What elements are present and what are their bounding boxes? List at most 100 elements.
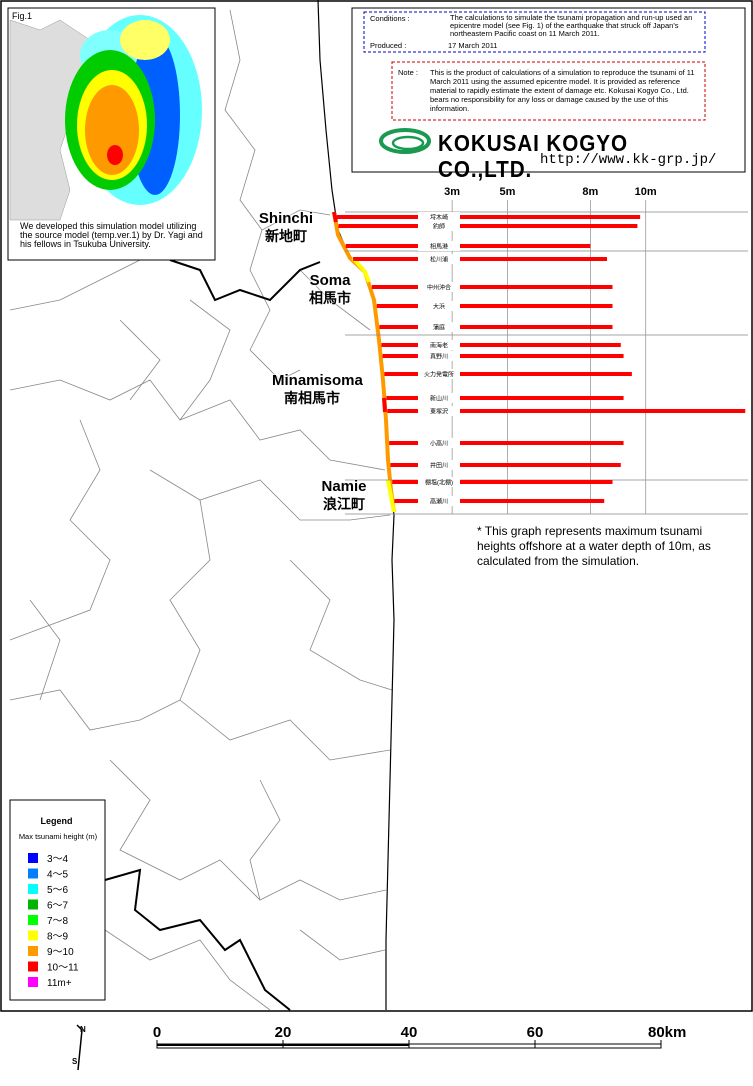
- label-bg: [418, 301, 460, 311]
- scale-label: 40: [401, 1024, 418, 1041]
- legend-swatch: [28, 899, 38, 910]
- legend-swatch: [28, 884, 38, 894]
- bar: [387, 409, 746, 413]
- category-label: 火力発電所: [424, 371, 454, 379]
- produced-date: 17 March 2011: [448, 41, 498, 50]
- category-label: 新山川: [430, 395, 448, 403]
- legend-swatch: [28, 930, 38, 941]
- bar: [389, 441, 624, 445]
- map-frame: [0, 0, 753, 1012]
- place-name: Shinchi: [258, 210, 314, 227]
- legend-label: 5～6: [47, 885, 69, 896]
- x-tick-label: 3m: [444, 186, 460, 198]
- category-label: 松川浦: [430, 256, 448, 264]
- category-label: 真野川: [430, 353, 448, 361]
- bar: [382, 354, 624, 358]
- coast-height: [351, 256, 396, 513]
- legend-label: 8～9: [47, 932, 69, 943]
- category-label: 東塚沢: [430, 408, 448, 416]
- legend-label: 7～8: [47, 916, 69, 927]
- logo: [379, 128, 431, 154]
- inset-caption: We developed this simulation model utili…: [20, 221, 203, 249]
- label-bg: [418, 322, 460, 332]
- label-bg: [418, 460, 460, 470]
- bar: [376, 304, 613, 308]
- legend-label: 9～10: [47, 947, 74, 958]
- conditions-text: The calculations to simulate the tsunami…: [450, 13, 693, 38]
- legend-swatch: [28, 868, 38, 879]
- company-name: KOKUSAI KOGYO CO.,LTD.: [438, 130, 628, 182]
- category-label: 埒木崎: [430, 214, 448, 222]
- bar: [381, 343, 621, 347]
- north-arrow: [76, 1024, 83, 1071]
- note-box: [391, 61, 706, 121]
- place-name: Namie: [321, 478, 367, 495]
- prefecture-border: [169, 259, 321, 302]
- bar: [392, 480, 613, 484]
- x-tick-label: 5m: [499, 186, 515, 198]
- legend-swatch: [28, 946, 38, 956]
- legend-subtitle: Max tsunami height (m): [18, 832, 98, 841]
- legend-swatch: [28, 961, 38, 972]
- logo: [391, 135, 425, 151]
- bar: [353, 257, 607, 261]
- inset-map: [9, 15, 202, 221]
- conditions-box: [363, 11, 706, 53]
- legend-label: 6～7: [47, 901, 69, 912]
- place-name-ja: 新地町: [265, 228, 307, 244]
- scale-label: 0: [153, 1024, 161, 1041]
- coast-height: [332, 211, 387, 413]
- label-bg: [418, 496, 460, 506]
- legend-swatch: [28, 977, 38, 987]
- label-bg: [418, 393, 460, 403]
- legend-swatch: [28, 853, 38, 863]
- bar: [338, 224, 638, 228]
- place-name-ja: 南相馬市: [284, 390, 340, 406]
- legend-frame: [9, 799, 106, 1001]
- bar: [371, 285, 613, 289]
- place-name: Soma: [309, 272, 351, 289]
- bar: [384, 372, 632, 376]
- label-bg: [418, 212, 460, 222]
- label-bg: [418, 254, 460, 264]
- info-frame: [351, 7, 746, 173]
- coast-height: [332, 211, 396, 513]
- north-label: N: [80, 1025, 86, 1034]
- label-bg: [418, 369, 460, 379]
- legend-label: 4～5: [47, 870, 69, 881]
- label-bg: [418, 406, 460, 416]
- company-url: http://www.kk-grp.jp/: [540, 152, 717, 168]
- note-text: This is the product of calculations of a…: [430, 68, 695, 113]
- label-bg: [418, 351, 460, 361]
- place-name-ja: 浪江町: [323, 496, 365, 512]
- legend-swatch: [28, 915, 38, 925]
- place-name-ja: 相馬市: [309, 290, 351, 306]
- bar: [390, 463, 621, 467]
- scale-label: 60: [527, 1024, 544, 1041]
- label-bg: [418, 282, 460, 292]
- category-label: 相馬港: [430, 243, 448, 251]
- category-label: 釣師: [433, 223, 445, 231]
- bar: [394, 499, 605, 503]
- south-label: S: [72, 1057, 78, 1066]
- label-bg: [418, 221, 460, 231]
- legend-label: 10～11: [47, 963, 79, 974]
- scale-label: 80km: [648, 1024, 686, 1041]
- x-tick-label: 10m: [635, 186, 657, 198]
- legend-label: 11m+: [47, 978, 72, 989]
- legend-label: 3～4: [47, 854, 69, 865]
- label-bg: [418, 241, 460, 251]
- category-label: 大浜: [433, 303, 445, 311]
- category-label: 高瀬川: [430, 498, 448, 506]
- chart-note: * This graph represents maximum tsunami …: [477, 524, 711, 568]
- category-label: 井田川: [430, 462, 448, 470]
- boundaries: [9, 9, 393, 1011]
- scale-label: 20: [275, 1024, 292, 1041]
- category-label: 小高川: [430, 440, 448, 448]
- category-label: 棚塩(北棚): [425, 479, 453, 487]
- label-bg: [418, 340, 460, 350]
- category-label: 蒲庭: [433, 324, 445, 332]
- figure-label: Fig.1: [12, 11, 33, 21]
